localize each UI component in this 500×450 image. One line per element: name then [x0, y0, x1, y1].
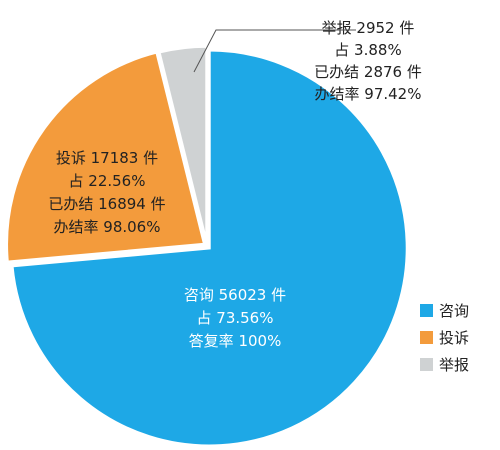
legend-label-3: 举报: [439, 356, 469, 374]
pie-slice-1: [10, 48, 409, 448]
label-jubao-line-4: 办结率 97.42%: [315, 85, 422, 103]
pie-slice-3: [157, 44, 209, 245]
label-zixun-line-3: 答复率 100%: [189, 332, 282, 350]
label-tousu-line-1: 投诉 17183 件: [56, 149, 158, 167]
label-tousu-line-2: 占 22.56%: [69, 172, 146, 190]
label-zixun-line-1: 咨询 56023 件: [184, 286, 286, 304]
label-leader-line: [193, 29, 356, 73]
label-tousu-line-4: 办结率 98.06%: [54, 218, 161, 236]
label-jubao-line-1: 举报 2952 件: [322, 19, 415, 37]
label-zixun-line-2: 占 73.56%: [197, 309, 274, 327]
legend-label-1: 咨询: [439, 302, 469, 320]
legend-swatch-2: [420, 331, 433, 344]
label-tousu-line-3: 已办结 16894 件: [48, 195, 165, 213]
legend-label-2: 投诉: [439, 329, 469, 347]
legend-swatch-1: [420, 304, 433, 317]
label-jubao-line-2: 占 3.88%: [334, 41, 401, 59]
legend-swatch-3: [420, 358, 433, 371]
label-jubao-line-3: 已办结 2876 件: [314, 63, 422, 81]
pie-slice-2: [5, 50, 207, 264]
